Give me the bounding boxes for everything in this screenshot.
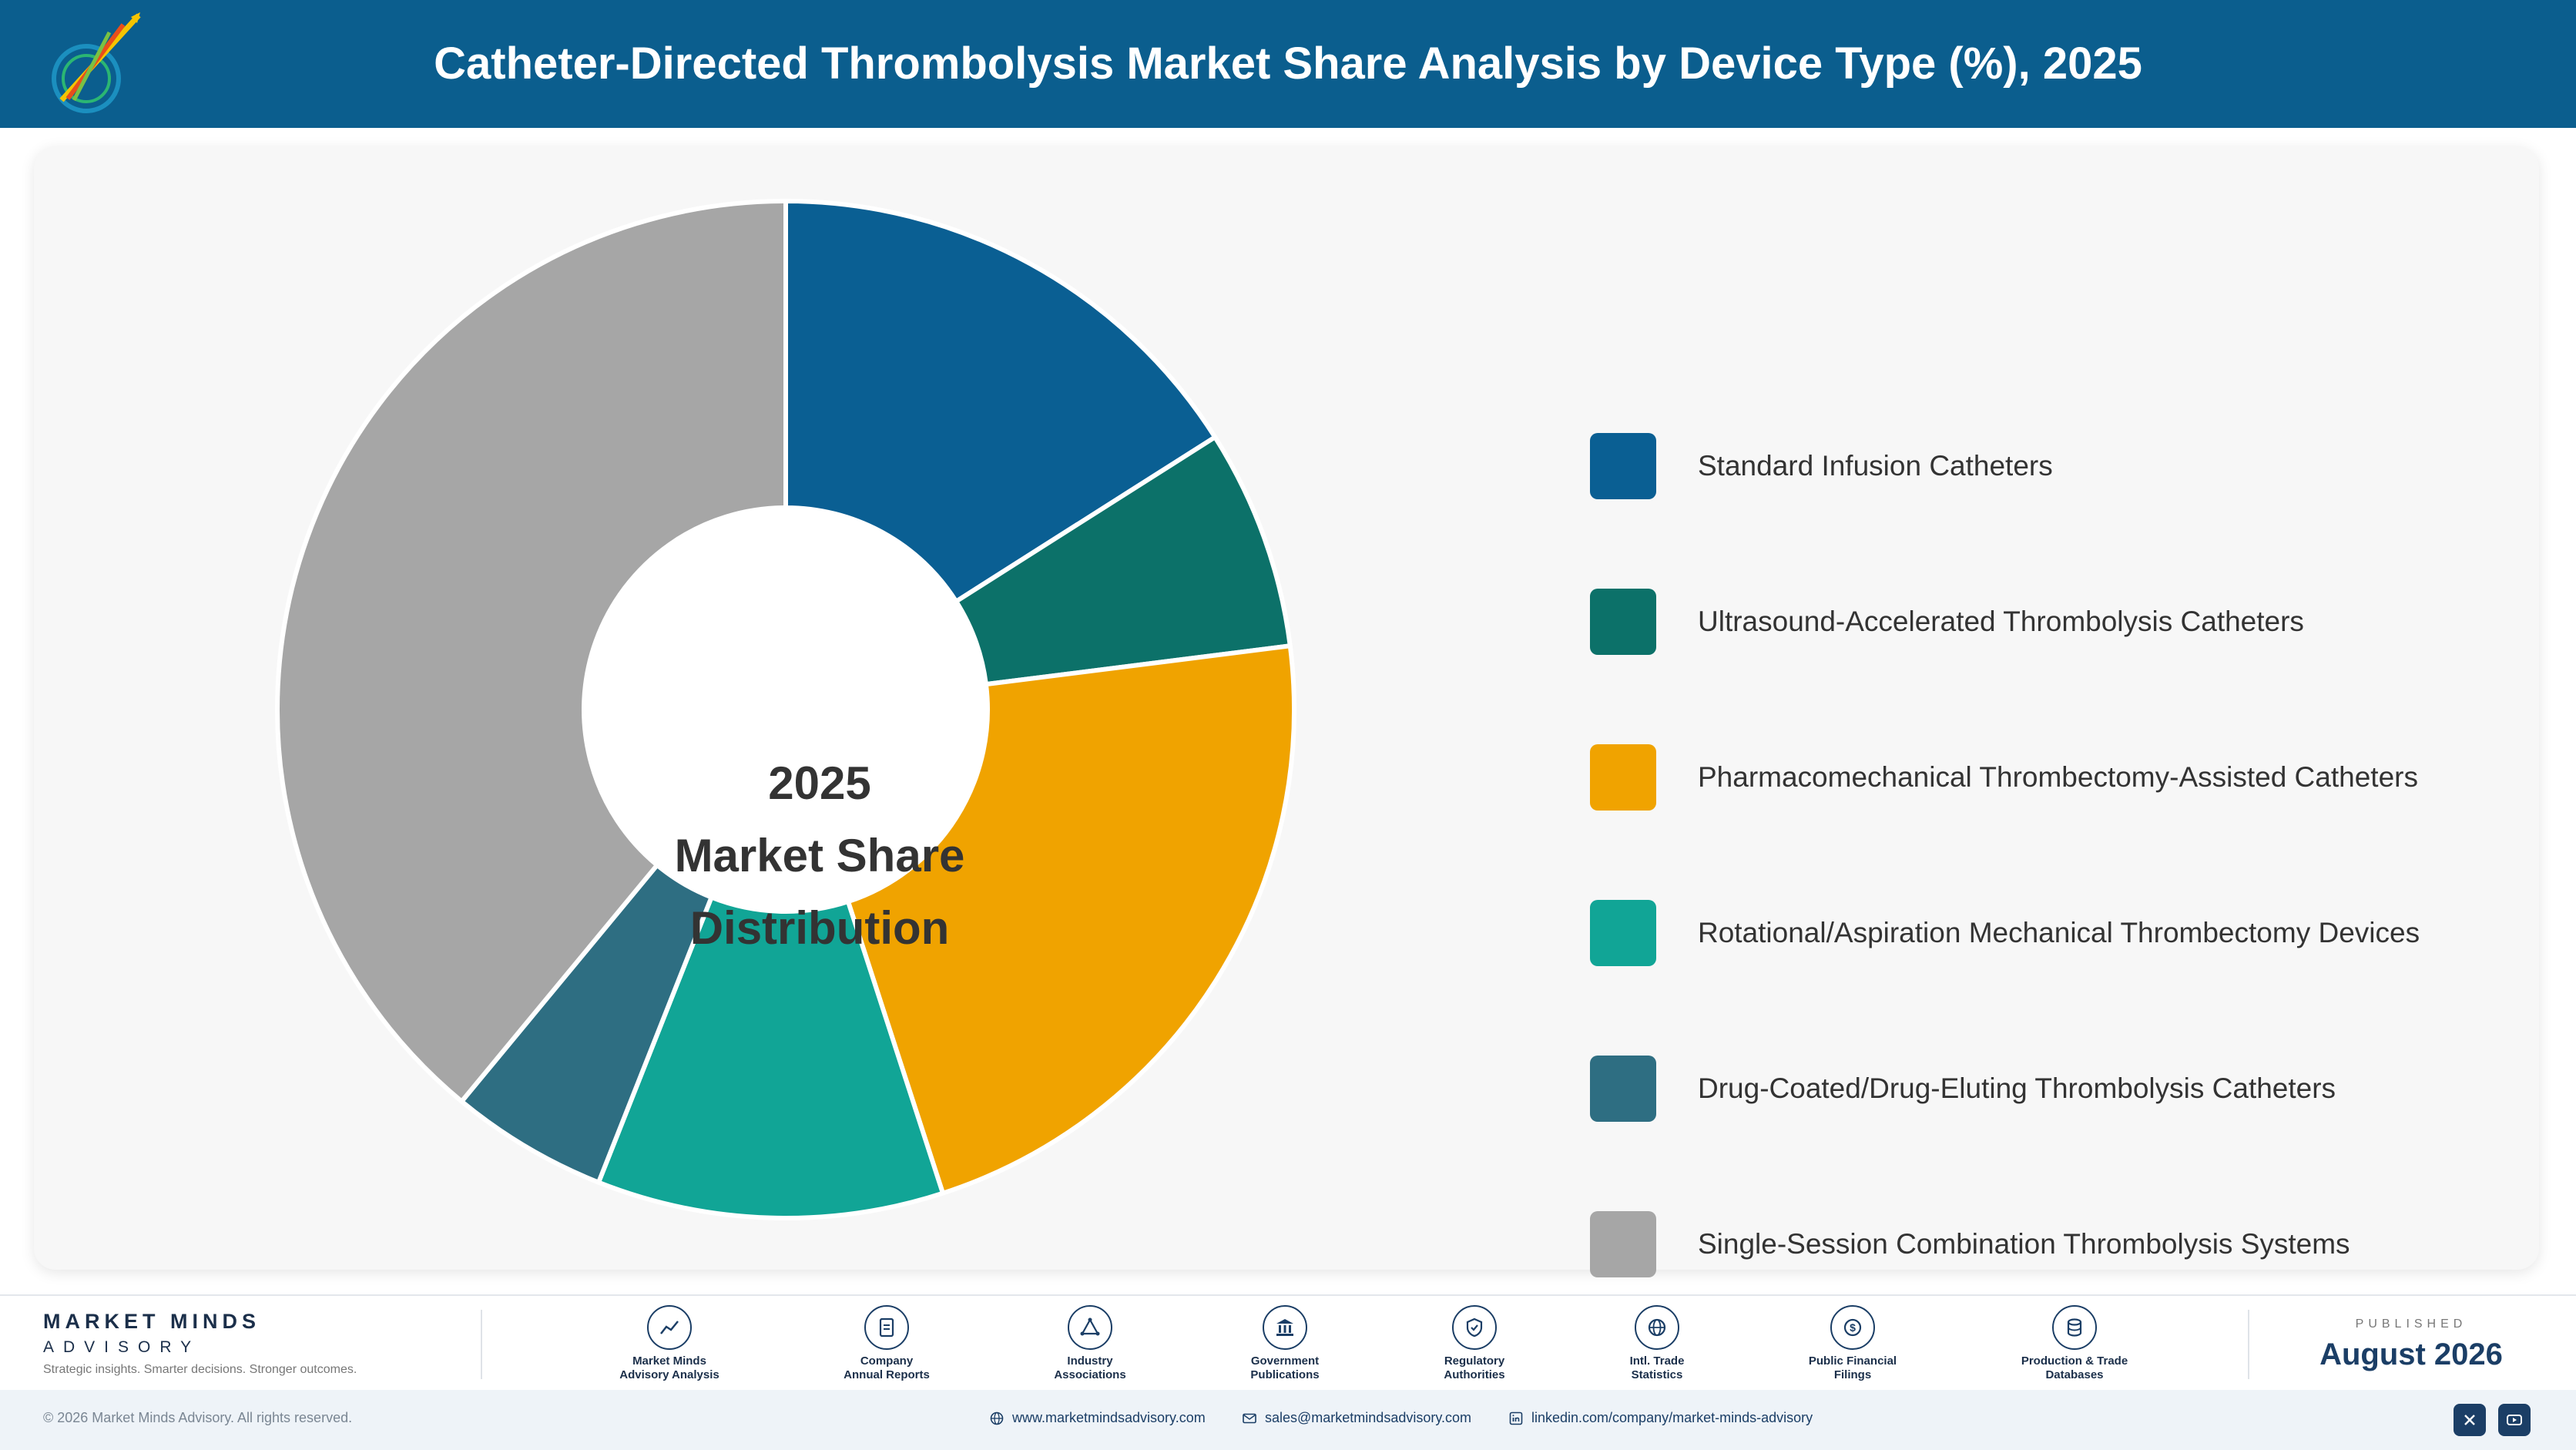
- source-item: Intl. Trade Statistics: [1580, 1305, 1734, 1382]
- legend-label: Pharmacomechanical Thrombectomy-Assisted…: [1698, 761, 2418, 793]
- government-building-icon: [1263, 1305, 1307, 1350]
- source-label: Statistics: [1631, 1368, 1683, 1381]
- published-date: August 2026: [2319, 1338, 2503, 1371]
- header-bar: Catheter-Directed Thrombolysis Market Sh…: [0, 0, 2576, 128]
- x-icon[interactable]: [2454, 1404, 2486, 1436]
- donut-center-label: 2025 Market Share Distribution: [619, 747, 1020, 965]
- published-block: PUBLISHED August 2026: [2280, 1317, 2542, 1372]
- footer-divider: [481, 1310, 482, 1379]
- source-item: Market Minds Advisory Analysis: [592, 1305, 746, 1382]
- source-label: Annual Reports: [844, 1368, 930, 1381]
- legend-label: Single-Session Combination Thrombolysis …: [1698, 1228, 2350, 1260]
- legend-swatch: [1590, 589, 1656, 655]
- legend-item: Standard Infusion Catheters: [1590, 433, 2514, 501]
- center-label-line-3: Distribution: [689, 902, 950, 954]
- source-label: Market Minds: [632, 1354, 706, 1368]
- legend-swatch: [1590, 1211, 1656, 1277]
- brand-tagline: Strategic insights. Smarter decisions. S…: [43, 1363, 357, 1376]
- legend-item: Rotational/Aspiration Mechanical Thrombe…: [1590, 900, 2514, 968]
- document-icon: [864, 1305, 909, 1350]
- pie-slice: [845, 643, 1297, 1196]
- source-label: Production & Trade: [2021, 1354, 2128, 1368]
- source-item: Company Annual Reports: [810, 1305, 964, 1382]
- legend-item: Pharmacomechanical Thrombectomy-Assisted…: [1590, 744, 2514, 812]
- bottom-bar: © 2026 Market Minds Advisory. All rights…: [0, 1390, 2576, 1450]
- source-label: Authorities: [1444, 1368, 1505, 1381]
- website-text: www.marketmindsadvisory.com: [1012, 1410, 1206, 1425]
- footer-brand: MARKET MINDS ADVISORY Strategic insights…: [43, 1310, 357, 1377]
- legend-item: Ultrasound-Accelerated Thrombolysis Cath…: [1590, 589, 2514, 656]
- globe-icon: [990, 1411, 1004, 1425]
- source-item: $ Public Financial Filings: [1776, 1305, 1930, 1382]
- svg-text:$: $: [1850, 1321, 1856, 1334]
- brand-logo-icon: [52, 12, 141, 113]
- footer-divider: [2248, 1310, 2249, 1379]
- legend-swatch: [1590, 744, 1656, 811]
- source-label: Intl. Trade: [1629, 1354, 1685, 1368]
- legend-label: Rotational/Aspiration Mechanical Thrombe…: [1698, 917, 2420, 948]
- brand-name: MARKET MINDS: [43, 1310, 260, 1333]
- legend-swatch: [1590, 900, 1656, 966]
- center-label-line-2: Market Share: [674, 830, 965, 881]
- source-item: Government Publications: [1208, 1305, 1362, 1382]
- source-label: Industry: [1067, 1354, 1113, 1368]
- database-icon: [2052, 1305, 2097, 1350]
- source-label: Government: [1250, 1354, 1320, 1368]
- linkedin-link[interactable]: linkedin.com/company/market-minds-adviso…: [1508, 1410, 1813, 1426]
- youtube-icon[interactable]: [2498, 1404, 2531, 1436]
- source-label: Public Financial: [1808, 1354, 1897, 1368]
- source-label: Advisory Analysis: [619, 1368, 719, 1381]
- linkedin-text: linkedin.com/company/market-minds-adviso…: [1531, 1410, 1813, 1425]
- source-item: Production & Trade Databases: [1997, 1305, 2152, 1382]
- legend-swatch: [1590, 1056, 1656, 1122]
- source-label: Company: [860, 1354, 914, 1368]
- website-link[interactable]: www.marketmindsadvisory.com: [989, 1410, 1206, 1426]
- shield-check-icon: [1452, 1305, 1497, 1350]
- source-label: Publications: [1250, 1368, 1320, 1381]
- network-icon: [1068, 1305, 1112, 1350]
- pie-slice: [783, 199, 1218, 604]
- linkedin-icon: [1509, 1411, 1523, 1425]
- legend-item: Single-Session Combination Thrombolysis …: [1590, 1211, 2514, 1279]
- footer: MARKET MINDS ADVISORY Strategic insights…: [0, 1294, 2576, 1390]
- page-title: Catheter-Directed Thrombolysis Market Sh…: [434, 39, 2142, 89]
- legend-label: Standard Infusion Catheters: [1698, 450, 2053, 482]
- copyright-text: © 2026 Market Minds Advisory. All rights…: [43, 1410, 353, 1425]
- brand-subtitle: ADVISORY: [43, 1338, 201, 1356]
- legend-item: Drug-Coated/Drug-Eluting Thrombolysis Ca…: [1590, 1056, 2514, 1123]
- pie-slice: [954, 435, 1293, 687]
- chart-trend-icon: [647, 1305, 692, 1350]
- source-label: Associations: [1054, 1368, 1126, 1381]
- legend-label: Ultrasound-Accelerated Thrombolysis Cath…: [1698, 606, 2304, 637]
- pie-chart: [275, 199, 1297, 1220]
- published-label: PUBLISHED: [2355, 1317, 2467, 1331]
- pie-slice: [275, 199, 788, 1104]
- donut-hole: [585, 509, 986, 910]
- pie-slice: [596, 895, 945, 1220]
- source-label: Databases: [2045, 1368, 2104, 1381]
- mail-icon: [1243, 1413, 1256, 1423]
- source-item: Industry Associations: [1013, 1305, 1167, 1382]
- chart-card: 2025 Market Share Distribution Standard …: [34, 146, 2539, 1277]
- currency-icon: $: [1830, 1305, 1875, 1350]
- source-label: Filings: [1833, 1368, 1872, 1381]
- source-label: Regulatory: [1444, 1354, 1505, 1368]
- legend-swatch: [1590, 433, 1656, 499]
- legend-label: Drug-Coated/Drug-Eluting Thrombolysis Ca…: [1698, 1072, 2336, 1104]
- source-item: Regulatory Authorities: [1397, 1305, 1551, 1382]
- email-link[interactable]: sales@marketmindsadvisory.com: [1242, 1410, 1471, 1426]
- globe-icon: [1635, 1305, 1679, 1350]
- center-label-line-1: 2025: [768, 757, 871, 809]
- email-text: sales@marketmindsadvisory.com: [1265, 1410, 1472, 1425]
